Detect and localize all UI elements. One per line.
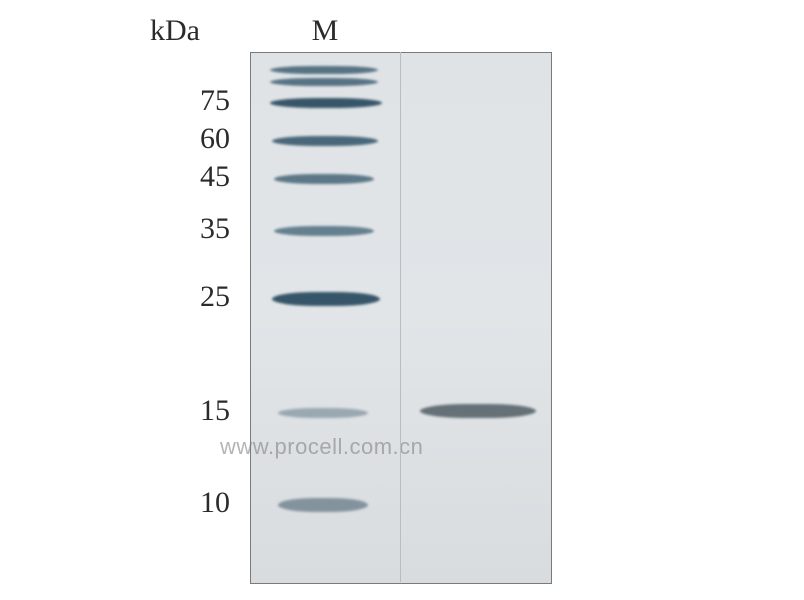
marker-band xyxy=(278,498,368,512)
marker-band xyxy=(272,292,380,306)
ladder-tick: 60 xyxy=(120,122,230,156)
lane-separator xyxy=(400,52,401,582)
ladder-tick: 75 xyxy=(120,84,230,118)
ladder-tick: 10 xyxy=(120,486,230,520)
marker-band xyxy=(278,408,368,418)
marker-band xyxy=(274,226,374,236)
ladder-tick: 15 xyxy=(120,394,230,428)
watermark: www.procell.com.cn xyxy=(220,434,423,460)
marker-band xyxy=(272,136,378,146)
marker-band xyxy=(270,66,378,74)
sample-band xyxy=(420,404,536,418)
ladder-tick: 35 xyxy=(120,212,230,246)
marker-band xyxy=(274,174,374,184)
ladder-tick: 25 xyxy=(120,280,230,314)
marker-band xyxy=(270,98,382,108)
marker-lane-label: M xyxy=(290,14,360,48)
unit-label: kDa xyxy=(120,14,230,48)
ladder-tick: 45 xyxy=(120,160,230,194)
marker-band xyxy=(270,78,378,86)
gel-figure: kDa M 75 60 45 35 25 15 10 www.procell.com.cn xyxy=(0,0,804,600)
